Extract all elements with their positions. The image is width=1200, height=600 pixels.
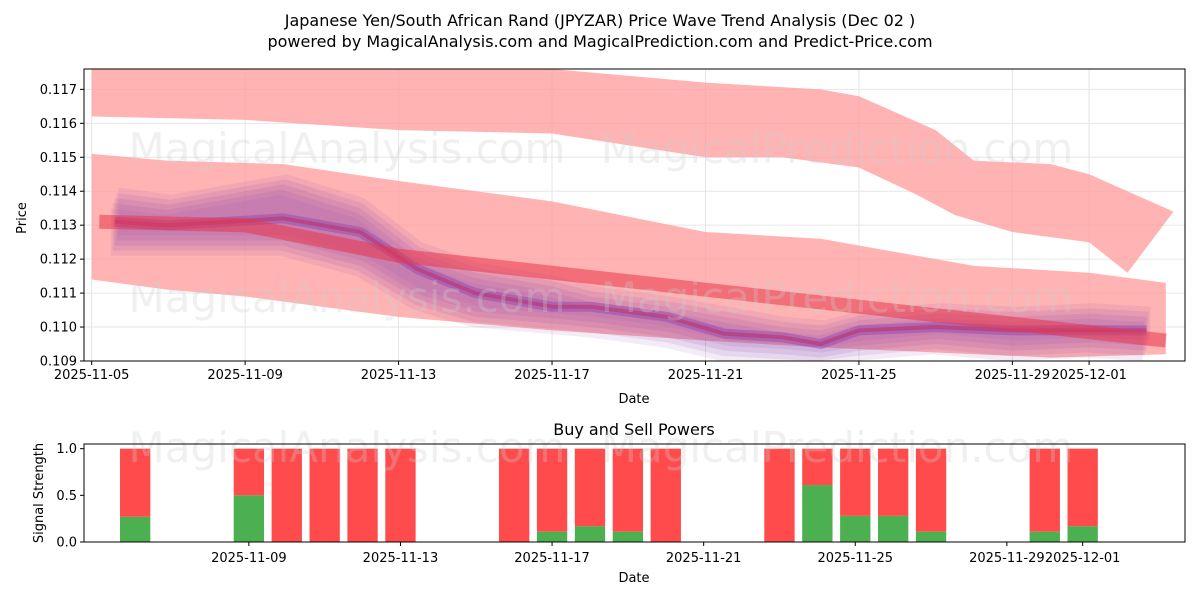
price-y-tick-label: 0.115 bbox=[40, 151, 77, 166]
signal-x-tick-label: 2025-11-21 bbox=[666, 551, 742, 566]
watermark-prediction-mid: MagicalPrediction.com bbox=[601, 273, 1074, 322]
price-x-tick-label: 2025-11-17 bbox=[514, 368, 590, 383]
sell-bar bbox=[840, 448, 871, 516]
signal-y-tick-label: 1.0 bbox=[56, 442, 77, 457]
watermark-analysis-bottom: MagicalAnalysis.com bbox=[129, 423, 566, 472]
price-x-tick-label: 2025-11-21 bbox=[668, 368, 744, 383]
sell-bar bbox=[878, 448, 909, 516]
price-x-tick-label: 2025-11-09 bbox=[207, 368, 283, 383]
watermark-analysis-mid: MagicalAnalysis.com bbox=[129, 273, 566, 322]
wave-envelope-layer bbox=[116, 179, 1149, 353]
price-x-tick-label: 2025-11-05 bbox=[54, 368, 130, 383]
price-x-tick-label: 2025-11-13 bbox=[361, 368, 437, 383]
price-series bbox=[91, 69, 1174, 361]
signal-x-label: Date bbox=[618, 571, 649, 586]
price-x-tick-label: 2025-11-29 bbox=[975, 368, 1051, 383]
buy-bar bbox=[536, 531, 568, 542]
chart-title: Japanese Yen/South African Rand (JPYZAR)… bbox=[284, 11, 916, 30]
price-y-tick-label: 0.117 bbox=[40, 83, 77, 98]
signal-x-tick-label: 2025-11-13 bbox=[363, 551, 439, 566]
price-axes: 2025-11-05 2025-11-09 2025-11-13 2025-11-17… bbox=[40, 83, 1127, 383]
sell-bar bbox=[309, 448, 340, 542]
price-y-tick-label: 0.109 bbox=[40, 355, 77, 370]
upper-band bbox=[91, 69, 1174, 273]
signal-y-label: Signal Strength bbox=[32, 443, 47, 543]
sell-bar bbox=[1029, 448, 1060, 532]
sell-bar bbox=[574, 448, 606, 527]
wave-envelope-layer bbox=[114, 184, 1147, 358]
price-watermarks: MagicalAnalysis.com MagicalPrediction.co… bbox=[129, 124, 1074, 322]
signal-title: Buy and Sell Powers bbox=[553, 420, 715, 439]
sell-bar bbox=[650, 448, 681, 542]
price-plot-frame bbox=[83, 68, 1186, 362]
signal-y-tick-label: 0.5 bbox=[56, 489, 77, 504]
price-y-tick-label: 0.116 bbox=[40, 117, 77, 132]
buy-bar bbox=[233, 495, 265, 542]
signal-bars bbox=[120, 448, 1098, 542]
buy-bar bbox=[1029, 531, 1060, 542]
signal-plot-frame bbox=[83, 443, 1186, 543]
signal-axes: 2025-11-09 2025-11-13 2025-11-17 2025-11-21… bbox=[56, 442, 1120, 566]
price-x-tick-label: 2025-11-25 bbox=[821, 368, 897, 383]
sell-bar bbox=[385, 448, 416, 542]
buy-bar bbox=[612, 531, 644, 542]
sell-bar bbox=[347, 448, 378, 542]
signal-x-tick-label: 2025-11-29 bbox=[969, 551, 1045, 566]
buy-bar bbox=[802, 485, 833, 542]
sell-bar bbox=[802, 448, 833, 486]
watermark-prediction-top: MagicalPrediction.com bbox=[601, 124, 1074, 173]
price-y-label: Price bbox=[15, 202, 30, 234]
signal-panel: Buy and Sell Powers MagicalAnalysis.com … bbox=[32, 420, 1186, 586]
buy-bar bbox=[1067, 526, 1098, 542]
buy-bar bbox=[878, 515, 909, 542]
signal-x-tick-label: 2025-12-01 bbox=[1045, 551, 1121, 566]
wave-center-core bbox=[114, 216, 1147, 346]
watermark-analysis-top: MagicalAnalysis.com bbox=[129, 124, 566, 173]
trend-line bbox=[99, 214, 1167, 348]
sell-bar bbox=[1067, 448, 1098, 527]
signal-watermarks: MagicalAnalysis.com MagicalPrediction.co… bbox=[129, 423, 1074, 472]
price-y-tick-label: 0.111 bbox=[40, 287, 77, 302]
price-x-label: Date bbox=[618, 392, 649, 407]
buy-bar bbox=[840, 515, 871, 542]
sell-bar bbox=[233, 448, 265, 496]
sell-bar bbox=[499, 448, 530, 542]
buy-bar bbox=[120, 516, 151, 542]
price-panel: MagicalAnalysis.com MagicalPrediction.co… bbox=[15, 68, 1186, 407]
sell-bar bbox=[612, 448, 644, 532]
chart-subtitle: powered by MagicalAnalysis.com and Magic… bbox=[267, 32, 932, 51]
price-y-tick-label: 0.112 bbox=[40, 253, 77, 268]
buy-bar bbox=[574, 526, 606, 542]
wave-envelope-layer bbox=[118, 174, 1151, 348]
signal-x-tick-label: 2025-11-25 bbox=[817, 551, 893, 566]
price-y-tick-label: 0.113 bbox=[40, 219, 77, 234]
sell-bar bbox=[915, 448, 947, 532]
sell-bar bbox=[536, 448, 568, 532]
signal-x-tick-label: 2025-11-09 bbox=[211, 551, 287, 566]
price-x-tick-label: 2025-12-01 bbox=[1051, 368, 1127, 383]
sell-bar bbox=[271, 448, 302, 542]
wave-envelope-layer bbox=[112, 189, 1145, 361]
price-y-tick-label: 0.114 bbox=[40, 185, 77, 200]
sell-bar bbox=[120, 448, 151, 517]
sell-bar bbox=[764, 448, 795, 542]
signal-y-tick-label: 0.0 bbox=[56, 536, 77, 551]
price-y-tick-label: 0.110 bbox=[40, 321, 77, 336]
watermark-prediction-bottom: MagicalPrediction.com bbox=[601, 423, 1074, 472]
signal-x-tick-label: 2025-11-17 bbox=[514, 551, 590, 566]
buy-bar bbox=[915, 531, 947, 542]
